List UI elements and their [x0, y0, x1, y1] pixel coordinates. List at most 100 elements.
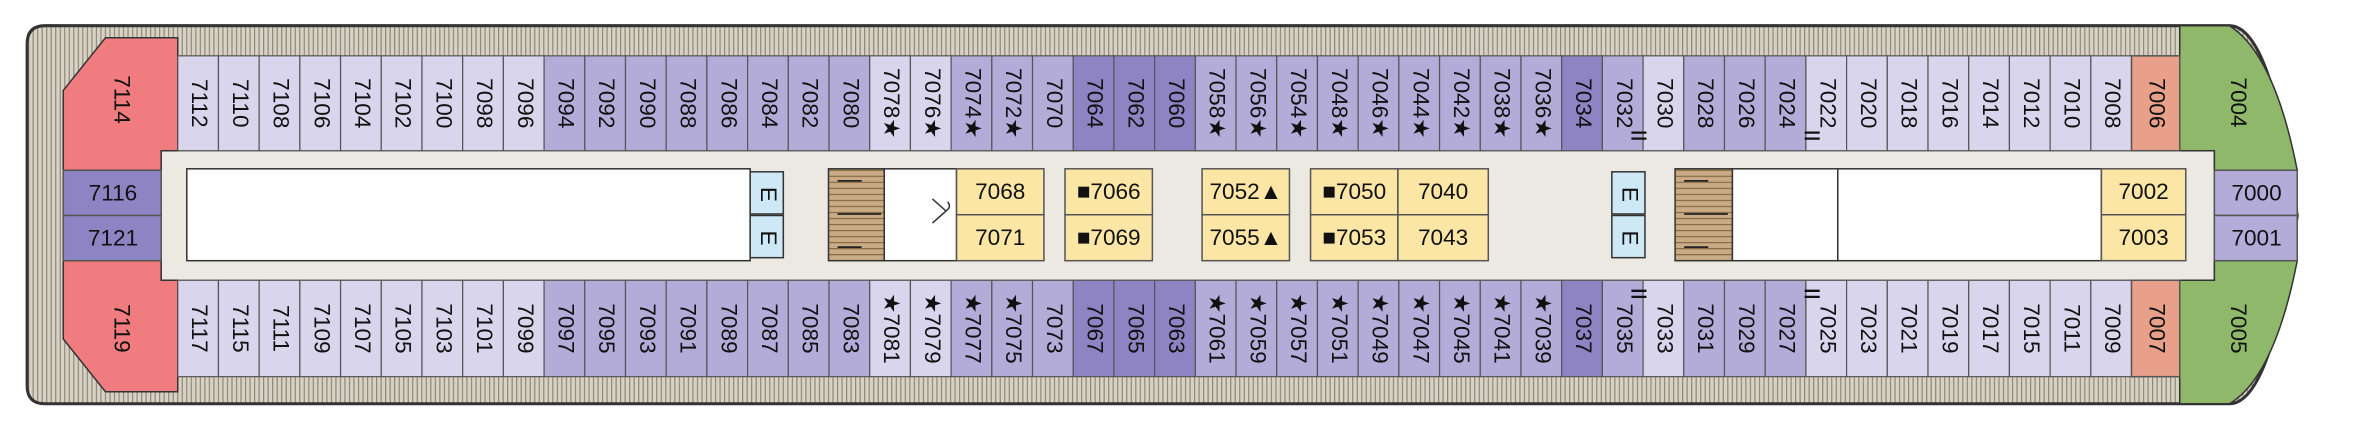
cabin-label: 7043 [1418, 225, 1468, 250]
cabin-label: 7033 [1652, 303, 1677, 353]
cabin-label: 7036★ [1530, 68, 1555, 138]
cabin-label: 7117 [187, 304, 212, 353]
cabin-label: 7083 [838, 303, 863, 353]
cabin [380, 55, 423, 152]
cabin [2008, 55, 2051, 152]
cabin [706, 55, 749, 152]
cabin-label: 7052▲ [1209, 179, 1282, 204]
cabin [1309, 213, 1399, 262]
cabin [1479, 55, 1522, 152]
cabin-label: 7015 [2019, 303, 2044, 353]
cabin [1316, 279, 1359, 378]
cabin [1520, 55, 1563, 152]
cabin [543, 55, 586, 152]
cabin-label: 7094 [553, 78, 578, 128]
cabin [1276, 55, 1319, 152]
cabin [787, 279, 830, 378]
cabin-label: 7082 [798, 78, 823, 128]
cabin [1805, 55, 1848, 152]
cabin-label: ★7057 [1286, 293, 1311, 363]
cabin-label: 7055▲ [1209, 225, 1282, 250]
cabin [217, 279, 260, 378]
cabin [543, 279, 586, 378]
cabin-label: 7063 [1164, 303, 1189, 353]
cabin [1276, 279, 1319, 378]
cabin-label: 7087 [757, 303, 782, 353]
cabin-label: ★7075 [1001, 293, 1026, 363]
cabin-label: 7021 [1897, 303, 1922, 353]
cabin [1072, 279, 1115, 378]
cabin-label: 7121 [88, 226, 138, 251]
cabin [747, 55, 789, 152]
cabin [584, 279, 627, 378]
cabin [1886, 55, 1929, 152]
cabin-label: 7023 [1856, 303, 1881, 353]
cabin [955, 168, 1045, 216]
cabin-label: 7030 [1652, 78, 1677, 128]
cabin [299, 55, 342, 152]
cabin [1438, 279, 1481, 378]
elevator [1611, 214, 1646, 259]
cabin [1154, 55, 1196, 152]
cabin-label: 7042★ [1449, 68, 1474, 138]
cabin-label: 7092 [594, 78, 619, 128]
cabin [624, 55, 667, 152]
cabin [502, 55, 545, 152]
cabin-label: 7044★ [1408, 68, 1433, 138]
cabin-label: 7078★ [879, 68, 904, 138]
cabin [991, 55, 1034, 152]
cabin-label: 7084 [757, 78, 782, 128]
cabin-label: 7038★ [1490, 68, 1515, 138]
cabin-label: 7056★ [1245, 68, 1270, 138]
hanger-icon [931, 198, 951, 224]
cabin [955, 213, 1045, 262]
cabin [1479, 279, 1522, 378]
cabin [2130, 279, 2181, 378]
cabin [2100, 213, 2187, 262]
cabin-label: 7109 [309, 303, 334, 353]
separator [1631, 131, 1820, 298]
cabin [1397, 168, 1490, 216]
room-block [883, 168, 958, 262]
cabin-label: 7024 [1775, 78, 1800, 128]
cabin [177, 279, 220, 378]
cabin-label: 7073 [1042, 303, 1067, 353]
cabin [1723, 279, 1766, 378]
cabin-label: 7065 [1123, 303, 1148, 353]
cabin [1397, 213, 1490, 262]
cabin-label: 7071 [975, 225, 1025, 250]
cabin-label: ★7079 [920, 293, 945, 363]
cabin-label: 7037 [1571, 303, 1596, 353]
cabin [1683, 279, 1726, 378]
cabin-label: 7112 [187, 79, 212, 128]
cabin [1064, 213, 1154, 262]
cabin-label: 7115 [228, 304, 253, 353]
cabin [1968, 279, 2011, 378]
elevator-label: E [1617, 231, 1642, 246]
cabin-label: 7107 [350, 303, 375, 353]
cabin [2090, 55, 2133, 152]
cabin-label: 7026 [1734, 78, 1759, 128]
cabin-label: 7097 [553, 303, 578, 353]
cabin-label: ■7050 [1322, 179, 1386, 204]
cabin [462, 279, 504, 378]
cabin [909, 55, 952, 152]
cabin [2213, 214, 2298, 262]
cabin [665, 55, 708, 152]
cabin [950, 279, 993, 378]
cabin [1723, 55, 1766, 152]
cabin [502, 279, 545, 378]
cabin-label: 7098 [472, 78, 497, 128]
cabin-label: 7088 [676, 78, 701, 128]
cabin-label: 7064 [1083, 78, 1108, 128]
cabin [584, 55, 627, 152]
cabin-label: ★7081 [879, 293, 904, 363]
cabin-label: 7093 [635, 303, 660, 353]
cabin-label: 7010 [2060, 78, 2085, 128]
cabin-label: 7100 [431, 78, 456, 128]
cabin-label: ★7049 [1368, 293, 1393, 363]
room-block [1837, 168, 2103, 262]
cabin-label: 7114 [110, 75, 135, 124]
cabin-label: 7048★ [1327, 68, 1352, 138]
cabin [1072, 55, 1115, 152]
